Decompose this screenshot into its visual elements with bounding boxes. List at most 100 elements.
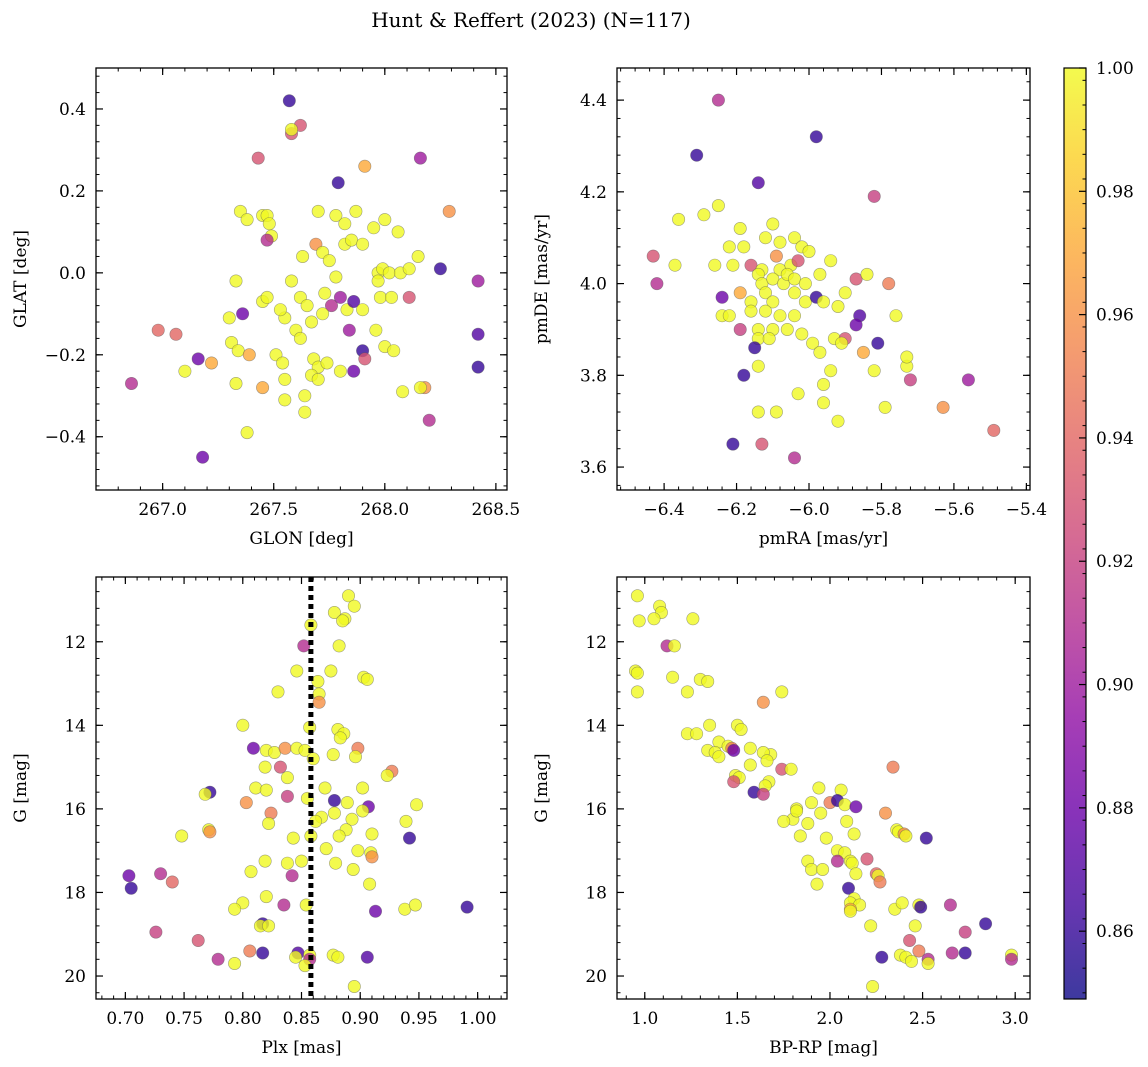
data-point xyxy=(666,670,680,684)
data-point xyxy=(351,844,365,858)
data-point xyxy=(914,900,928,914)
x-tick-label: 0.70 xyxy=(106,1009,144,1029)
y-axis-label: GLAT [deg] xyxy=(11,230,31,328)
data-point xyxy=(871,336,885,350)
data-point xyxy=(867,189,881,203)
y-tick-label: 4.4 xyxy=(580,91,607,111)
data-point xyxy=(787,272,801,286)
data-point xyxy=(979,917,993,931)
data-point xyxy=(748,341,762,355)
data-point xyxy=(886,760,900,774)
data-point xyxy=(296,250,310,264)
data-point xyxy=(244,865,258,879)
x-axis-label: pmRA [mas/yr] xyxy=(759,529,888,549)
data-point xyxy=(801,816,815,830)
x-tick-label: −6.4 xyxy=(643,500,684,520)
data-point xyxy=(961,373,975,387)
data-point xyxy=(936,400,950,414)
data-point xyxy=(866,979,880,993)
y-tick-label: 3.8 xyxy=(580,366,607,386)
data-point xyxy=(831,414,845,428)
data-point xyxy=(205,356,219,370)
colorbar-frame xyxy=(1063,67,1087,1000)
data-point xyxy=(338,217,352,231)
colorbar-tick-label: 1.00 xyxy=(1096,59,1134,79)
data-point xyxy=(722,309,736,323)
data-point xyxy=(787,309,801,323)
data-point xyxy=(298,405,312,419)
data-point xyxy=(672,212,686,226)
data-point xyxy=(332,639,346,653)
data-point xyxy=(860,267,874,281)
data-point xyxy=(775,685,789,699)
data-point xyxy=(203,825,217,839)
data-point xyxy=(260,233,274,247)
y-tick-label: −0.2 xyxy=(45,346,86,366)
data-point xyxy=(356,804,370,818)
data-point xyxy=(211,952,225,966)
y-tick-label: 20 xyxy=(64,967,86,987)
data-point xyxy=(864,919,878,933)
data-point xyxy=(402,831,416,845)
data-point xyxy=(737,240,751,254)
data-point xyxy=(356,781,370,795)
data-point xyxy=(262,217,276,231)
data-point xyxy=(240,426,254,440)
data-point xyxy=(327,793,341,807)
y-tick-label: 18 xyxy=(585,883,607,903)
data-point xyxy=(178,364,192,378)
x-tick-label: 1.0 xyxy=(631,1009,658,1029)
data-point xyxy=(762,332,776,346)
data-point xyxy=(744,258,758,272)
data-point xyxy=(726,258,740,272)
data-point xyxy=(316,307,330,321)
data-point xyxy=(791,387,805,401)
data-point xyxy=(650,277,664,291)
data-point xyxy=(411,250,425,264)
data-point xyxy=(122,869,136,883)
data-point xyxy=(256,946,270,960)
data-point xyxy=(125,376,139,390)
data-point xyxy=(895,896,909,910)
x-tick-label: −5.8 xyxy=(861,500,902,520)
data-point xyxy=(329,209,343,223)
data-point xyxy=(813,267,827,281)
data-point xyxy=(824,254,838,268)
data-point xyxy=(365,850,379,864)
data-point xyxy=(319,842,333,856)
data-point xyxy=(262,816,276,830)
data-point xyxy=(680,685,694,699)
data-point xyxy=(442,204,456,218)
data-point xyxy=(402,262,416,276)
data-point xyxy=(769,405,783,419)
data-point xyxy=(413,151,427,165)
data-point xyxy=(259,890,273,904)
data-point xyxy=(769,249,783,263)
data-point xyxy=(787,451,801,465)
data-point xyxy=(243,944,257,958)
data-point xyxy=(236,307,250,321)
x-tick-label: −6.0 xyxy=(788,500,829,520)
data-point xyxy=(391,225,405,239)
data-point xyxy=(368,904,382,918)
data-point xyxy=(332,829,346,843)
data-point xyxy=(124,881,138,895)
x-tick-label: 0.80 xyxy=(224,1009,262,1029)
data-point xyxy=(408,898,422,912)
data-point xyxy=(697,208,711,222)
data-point xyxy=(802,245,816,259)
data-point xyxy=(727,775,741,789)
panel-pm: −6.4 −6.2 −6.0 −5.8 −5.6 −5.4 3.6 3.8 4.0 4.2 4.4 p… xyxy=(532,67,1047,549)
data-point xyxy=(849,272,863,286)
data-point xyxy=(903,373,917,387)
data-point xyxy=(380,768,394,782)
data-point xyxy=(758,286,772,300)
data-point xyxy=(849,318,863,332)
data-point xyxy=(311,372,325,386)
axes-frame xyxy=(95,67,508,491)
data-point xyxy=(987,423,1001,437)
data-point xyxy=(324,664,338,678)
data-point xyxy=(743,741,757,755)
data-point xyxy=(810,877,824,891)
